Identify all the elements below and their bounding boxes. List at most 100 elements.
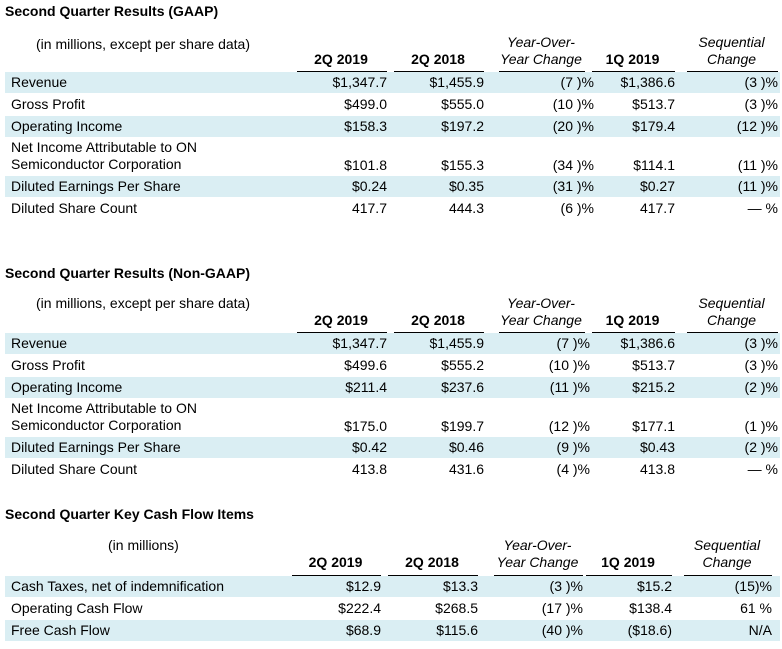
cell-1q2019: $177.1 xyxy=(632,418,675,434)
cell-2q2018: $555.2 xyxy=(441,357,484,373)
col-header-2q2018: 2Q 2018 xyxy=(405,554,459,570)
cell-yoy-change: (6 )% xyxy=(560,200,594,216)
header-underline xyxy=(494,575,583,576)
table-row: Free Cash Flow $68.9 $115.6 (40 )% ($18.6) N/… xyxy=(5,620,780,641)
section-title: Second Quarter Key Cash Flow Items xyxy=(5,506,254,522)
col-header-yoy-change: Year-Over- Year Change xyxy=(496,537,579,570)
table-row: Diluted Share Count 417.7 444.3 (6 )% 417.7 —… xyxy=(5,198,780,219)
row-label: Net Income Attributable to ON Semiconduc… xyxy=(11,400,197,433)
cell-2q2019: $1,347.7 xyxy=(332,335,388,351)
cell-1q2019: $179.4 xyxy=(632,118,675,134)
row-label: Free Cash Flow xyxy=(11,622,110,638)
cell-sequential-change: (3 )% xyxy=(744,74,778,90)
header-underline xyxy=(592,332,675,333)
cell-yoy-change: (7 )% xyxy=(556,335,590,351)
col-header-2q2019: 2Q 2019 xyxy=(308,554,363,570)
section-title: Second Quarter Results (GAAP) xyxy=(5,3,219,19)
cell-2q2019: $0.42 xyxy=(351,439,387,455)
cell-sequential-change: (3 )% xyxy=(744,357,778,373)
cell-2q2018: $0.35 xyxy=(448,178,484,194)
cell-1q2019: $138.4 xyxy=(629,600,672,616)
cell-2q2018: $197.2 xyxy=(441,118,484,134)
cell-yoy-change: (17 )% xyxy=(541,600,583,616)
row-label: Operating Cash Flow xyxy=(11,600,143,616)
cell-sequential-change: (11 )% xyxy=(737,178,778,194)
table-row: Operating Cash Flow $222.4 $268.5 (17 )% $13… xyxy=(5,598,780,619)
cell-1q2019: $15.2 xyxy=(636,578,672,594)
cell-2q2019: $1,347.7 xyxy=(332,74,388,90)
col-header-1q2019: 1Q 2019 xyxy=(605,312,660,328)
col-header-1q2019: 1Q 2019 xyxy=(605,51,660,67)
header-underline xyxy=(499,71,585,72)
cell-1q2019: $513.7 xyxy=(632,96,675,112)
table-row: Net Income Attributable to ON Semiconduc… xyxy=(5,399,780,436)
row-label: Revenue xyxy=(11,74,68,90)
header-underline xyxy=(499,332,585,333)
cell-sequential-change: (12 )% xyxy=(736,118,778,134)
cell-sequential-change: (2 )% xyxy=(744,439,778,455)
cell-sequential-change: N/A xyxy=(748,622,772,638)
cell-yoy-change: (34 )% xyxy=(552,157,594,173)
cell-2q2018: $555.0 xyxy=(441,96,484,112)
cell-yoy-change: (7 )% xyxy=(560,74,594,90)
row-label: Gross Profit xyxy=(11,96,85,112)
row-label: Cash Taxes, net of indemnification xyxy=(11,578,224,594)
cell-2q2018: $13.3 xyxy=(442,578,478,594)
cell-sequential-change: (15)% xyxy=(734,578,772,594)
table-row: Gross Profit $499.0 $555.0 (10 )% $513.7 (3 )… xyxy=(5,94,780,115)
table-row: Revenue $1,347.7 $1,455.9 (7 )% $1,386.6 (3 )… xyxy=(5,72,780,93)
cell-yoy-change: (10 )% xyxy=(552,96,594,112)
cell-2q2019: $0.24 xyxy=(351,178,387,194)
header-underline xyxy=(292,575,381,576)
units-note: (in millions) xyxy=(108,537,179,553)
cell-1q2019: $1,386.6 xyxy=(620,74,676,90)
header-underline xyxy=(592,71,675,72)
cell-2q2018: $237.6 xyxy=(441,379,484,395)
cell-1q2019: 413.8 xyxy=(639,461,675,477)
cell-sequential-change: 61 % xyxy=(740,600,772,616)
cell-yoy-change: (31 )% xyxy=(552,178,594,194)
cell-1q2019: $114.1 xyxy=(633,157,675,173)
cell-1q2019: $0.27 xyxy=(639,178,675,194)
cell-2q2019: $222.4 xyxy=(338,600,381,616)
header-underline xyxy=(297,332,387,333)
cell-2q2019: $211.4 xyxy=(345,379,387,395)
cell-1q2019: 417.7 xyxy=(639,200,675,216)
section-title: Second Quarter Results (Non-GAAP) xyxy=(5,265,251,281)
cell-2q2018: 444.3 xyxy=(448,200,484,216)
cell-yoy-change: (12 )% xyxy=(548,418,590,434)
table-row: Diluted Earnings Per Share $0.42 $0.46 (9 )… xyxy=(5,437,780,458)
cell-2q2018: $1,455.9 xyxy=(429,74,485,90)
cell-yoy-change: (20 )% xyxy=(552,118,594,134)
cell-sequential-change: (11 )% xyxy=(737,157,778,173)
cell-1q2019: $1,386.6 xyxy=(620,335,676,351)
col-header-2q2018: 2Q 2018 xyxy=(411,51,465,67)
cell-sequential-change: (3 )% xyxy=(744,335,778,351)
col-header-yoy-change: Year-Over- Year Change xyxy=(500,34,582,67)
cell-2q2019: $12.9 xyxy=(345,578,381,594)
cell-sequential-change: (3 )% xyxy=(744,96,778,112)
cell-2q2019: $175.0 xyxy=(344,418,387,434)
row-label: Gross Profit xyxy=(11,357,85,373)
col-header-1q2019: 1Q 2019 xyxy=(601,554,655,570)
row-label: Net Income Attributable to ON Semiconduc… xyxy=(11,139,197,172)
col-header-2q2019: 2Q 2019 xyxy=(314,51,368,67)
cell-2q2018: $155.3 xyxy=(441,157,484,173)
col-header-sequential-change: Sequential Change xyxy=(698,34,765,67)
table-row: Operating Income $158.3 $197.2 (20 )% $179.4… xyxy=(5,116,780,137)
row-label: Operating Income xyxy=(11,118,123,134)
row-label: Diluted Earnings Per Share xyxy=(11,178,181,194)
cell-sequential-change: (1 )% xyxy=(744,418,778,434)
table-row: Gross Profit $499.6 $555.2 (10 )% $513.7 (3 )… xyxy=(5,355,780,376)
header-underline xyxy=(297,71,387,72)
cell-yoy-change: (3 )% xyxy=(549,578,583,594)
header-underline xyxy=(687,332,778,333)
cell-2q2019: $68.9 xyxy=(345,622,381,638)
cell-1q2019: $215.2 xyxy=(632,379,675,395)
cell-2q2019: 413.8 xyxy=(351,461,387,477)
units-note: (in millions, except per share data) xyxy=(36,295,250,311)
table-row: Cash Taxes, net of indemnification $12.9 $… xyxy=(5,576,780,597)
col-header-sequential-change: Sequential Change xyxy=(698,295,765,328)
cell-sequential-change: — % xyxy=(747,200,778,216)
table-row: Operating Income $211.4 $237.6 (11 )% $215.2… xyxy=(5,377,780,398)
